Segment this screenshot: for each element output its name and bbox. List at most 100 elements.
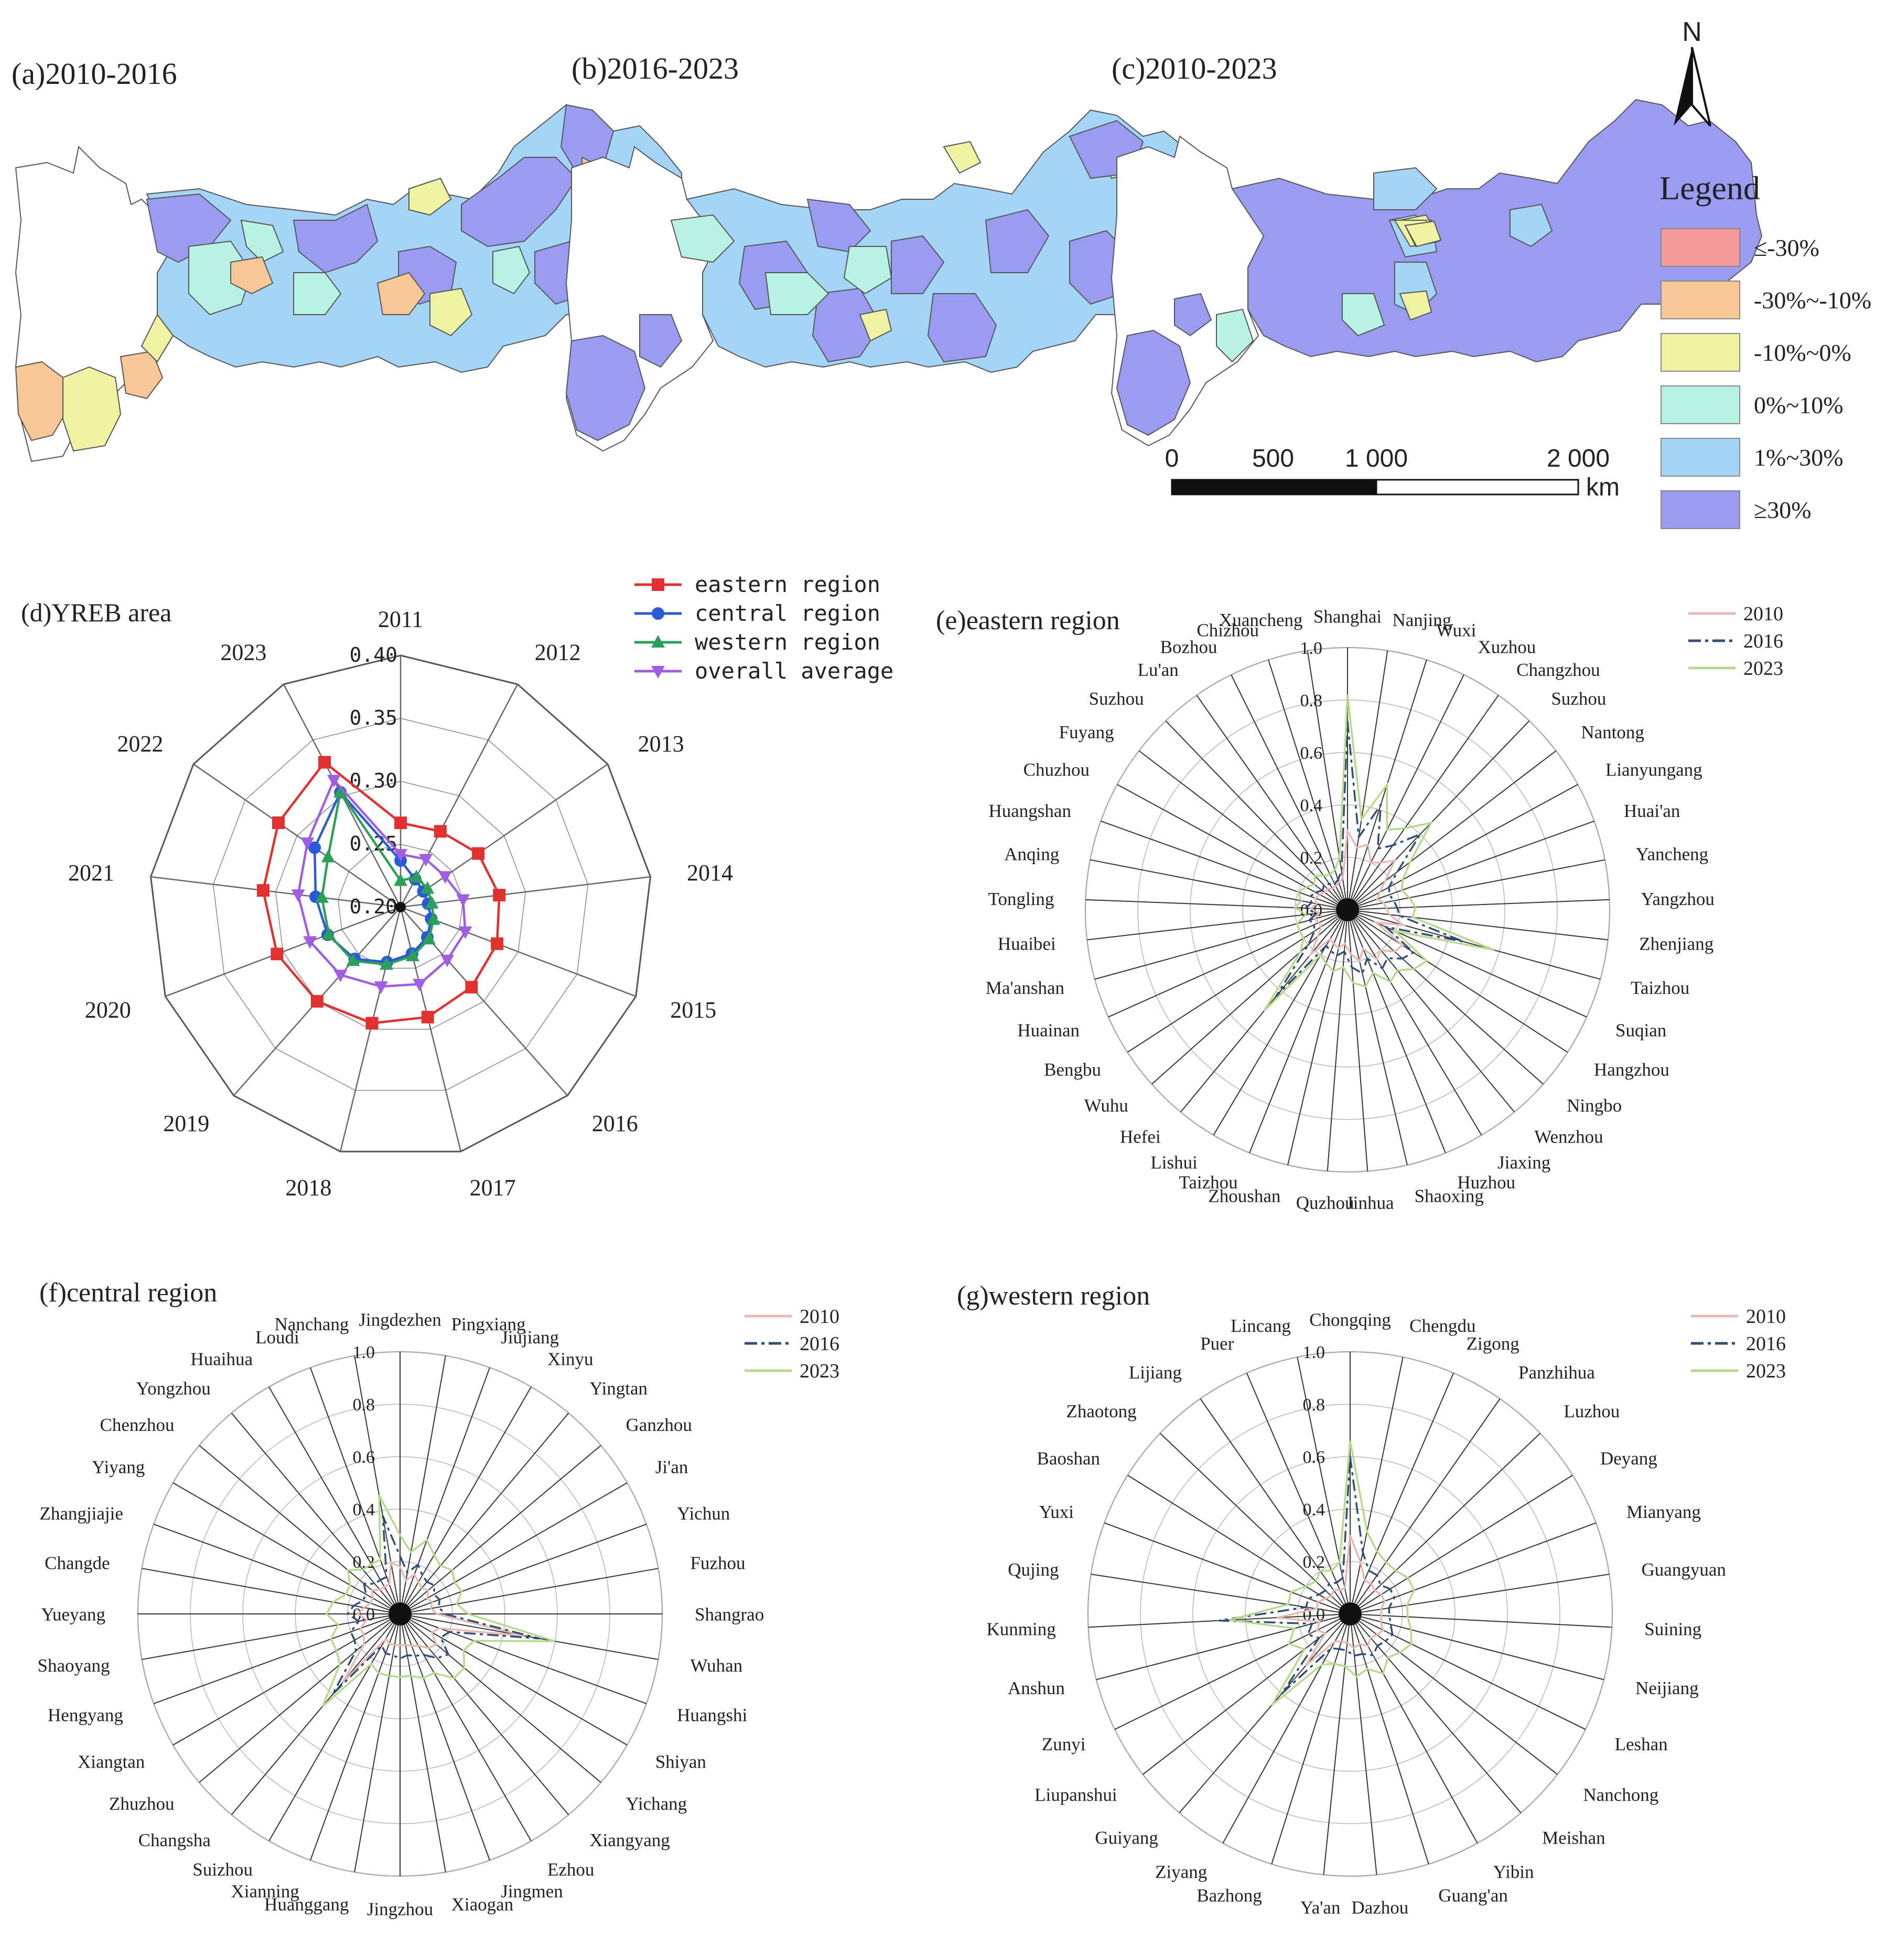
radar-spoke <box>1108 909 1348 1018</box>
radar-axis-label: Ezhou <box>547 1859 594 1880</box>
map-panel-a: (a)2010-2016 <box>12 57 688 462</box>
radar-point-d-2-1 <box>409 869 424 882</box>
scale-tick-500: 500 <box>1252 445 1294 472</box>
radar-point-d-0-8 <box>310 995 324 1008</box>
radar-axis-label: Jingmen <box>501 1881 563 1901</box>
radar-spoke <box>268 1613 401 1841</box>
radar-axis-label: Xinyu <box>547 1349 594 1370</box>
radar-axis-label: 2023 <box>220 639 266 665</box>
radar-axis-label: Wuxi <box>1436 620 1476 640</box>
radar-point-d-0-4 <box>491 937 504 950</box>
radar-axis-label: Ganzhou <box>626 1415 692 1435</box>
radar-axis-label: Changde <box>45 1553 110 1574</box>
radar-axis-label: Lincang <box>1231 1316 1291 1336</box>
radar-spoke <box>1127 1474 1351 1614</box>
radar-spoke <box>1151 909 1348 1085</box>
radar-spoke <box>153 1613 401 1704</box>
radar-spoke <box>354 1355 401 1614</box>
radar-point-d-3-5 <box>440 954 455 967</box>
radar-point-d-2-7 <box>380 957 394 970</box>
radar-spoke <box>1350 1613 1612 1628</box>
radar-axis-label: Yingtan <box>589 1379 648 1399</box>
radar-point-d-2-2 <box>421 881 435 894</box>
radar-spoke <box>1347 750 1557 910</box>
radar-point-d-2-5 <box>422 932 436 945</box>
radar-axis-label: Dazhou <box>1351 1897 1408 1918</box>
radar-axis-label: 2020 <box>85 997 131 1022</box>
radar-axis-label: Yibin <box>1493 1862 1534 1882</box>
radar-series-g-0 <box>1276 1535 1386 1666</box>
radar-axis-label: Luzhou <box>1564 1401 1620 1421</box>
radar-axis-label: Huai'an <box>1624 801 1680 821</box>
radar-spoke <box>1350 1373 1454 1614</box>
map-legend: Legend ≤-30% -30%~-10% -10%~0% 0%~10% 1%~30%… <box>1659 169 1871 529</box>
radar-axis-label: Guangyuan <box>1642 1559 1726 1580</box>
radar-spoke <box>1165 720 1348 910</box>
scale-tick-0: 0 <box>1165 445 1179 472</box>
map-shape-a <box>15 104 688 462</box>
radar-tick-label: 0.4 <box>353 1500 375 1520</box>
radar-title-g: (g)western region <box>957 1281 1150 1311</box>
radar-spoke <box>400 763 608 908</box>
radar-axis-label: Ya'an <box>1300 1897 1341 1918</box>
radar-axis-label: Hangzhou <box>1594 1060 1669 1080</box>
radar-axis-label: Wenzhou <box>1534 1126 1603 1147</box>
radar-legend-label: 2010 <box>1743 603 1783 625</box>
radar-point-d-2-0 <box>394 873 407 886</box>
radar-axis-label: Zhuzhou <box>109 1793 174 1814</box>
radar-point-d-3-11 <box>300 837 315 850</box>
radar-legend-label: 2016 <box>1746 1333 1786 1355</box>
radar-point-d-0-2 <box>472 847 485 860</box>
radar-axis-label: Kunming <box>986 1619 1055 1640</box>
radar-axis-label: Zhenjiang <box>1639 933 1713 954</box>
radar-axis-label: 2021 <box>68 860 114 886</box>
radar-axis-label: Lu'an <box>1138 660 1179 680</box>
radar-spoke <box>1347 909 1568 1053</box>
radar-spoke <box>199 1613 401 1783</box>
radar-legend-label: 2010 <box>800 1306 839 1328</box>
radar-spoke <box>400 906 637 997</box>
radar-point-d-1-11 <box>308 841 321 854</box>
legend-marker-3 <box>651 666 665 679</box>
radar-center <box>389 1602 412 1625</box>
radar-spoke <box>1350 1613 1586 1730</box>
radar-spoke <box>1350 1398 1501 1614</box>
radar-axis-label: Suining <box>1644 1619 1701 1640</box>
radar-tick-label: 0.8 <box>353 1395 375 1415</box>
radar-axis-label: Xiaogan <box>451 1894 514 1915</box>
radar-grid-ring <box>149 654 652 1153</box>
radar-spoke <box>1159 1433 1351 1614</box>
radar-axis-label: Shiyan <box>655 1751 706 1772</box>
legend-marker-2 <box>651 635 665 648</box>
radar-axis-label: Huaihua <box>190 1349 253 1370</box>
radar-spoke <box>1231 674 1348 910</box>
radar-axis-label: Zhoushan <box>1208 1186 1280 1207</box>
radar-axis-label: Zunyi <box>1042 1734 1086 1754</box>
radar-axis-label: Xianning <box>231 1881 299 1901</box>
radar-axis-label: Zhangjiajie <box>40 1503 123 1524</box>
scale-bar-black <box>1171 479 1377 496</box>
map-title-c: (c)2010-2023 <box>1112 51 1277 85</box>
radar-title-f: (f)central region <box>39 1278 217 1308</box>
scale-unit: km <box>1586 473 1620 501</box>
radar-spoke <box>1350 1613 1604 1681</box>
radar-spoke <box>1350 1433 1541 1614</box>
legend-swatch-4 <box>1661 438 1740 477</box>
radar-legend-label: 2023 <box>1746 1360 1786 1382</box>
radar-spoke <box>1350 1613 1558 1775</box>
radar-spoke <box>1350 1474 1573 1614</box>
radar-point-d-0-6 <box>421 1010 434 1024</box>
radar-tick-label: 0.40 <box>349 643 397 666</box>
radar-axis-label: Yancheng <box>1636 844 1708 865</box>
radar-point-d-3-12 <box>327 774 341 788</box>
radar-point-d-3-2 <box>438 871 452 884</box>
radar-spoke <box>173 1482 401 1614</box>
radar-axis-label: 2012 <box>535 639 581 665</box>
radar-axis-label: Panzhihua <box>1518 1362 1595 1383</box>
legend-swatch-5 <box>1661 490 1740 529</box>
radar-spoke <box>1350 1522 1597 1614</box>
radar-spoke <box>400 684 519 908</box>
radar-spoke <box>1127 909 1348 1053</box>
radar-axis-label: Pingxiang <box>451 1314 526 1334</box>
